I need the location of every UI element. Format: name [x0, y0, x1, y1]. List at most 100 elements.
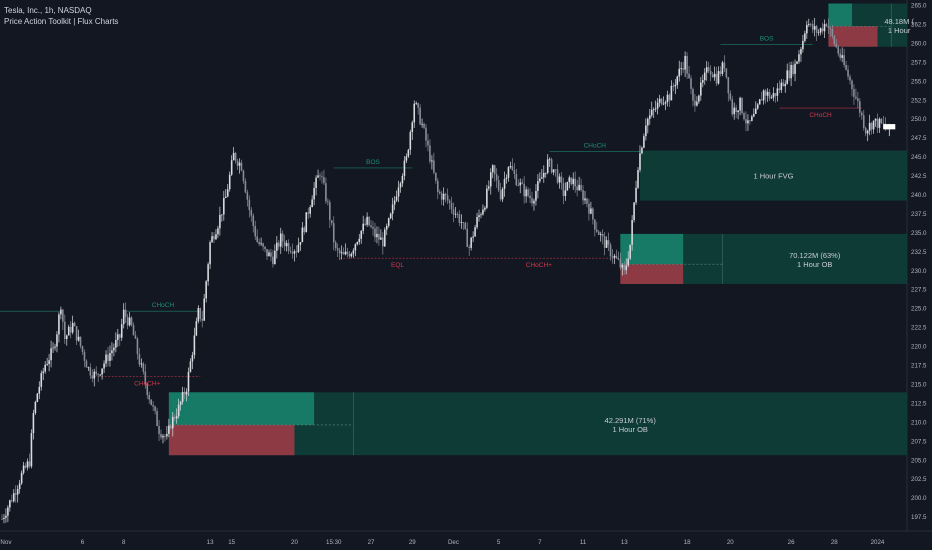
candle-body [154, 406, 156, 411]
candle-body [882, 123, 885, 124]
candle-body [156, 410, 158, 426]
candle-body [325, 183, 327, 202]
candle-body [435, 172, 437, 181]
candle-body [821, 28, 824, 32]
candle-body [753, 113, 755, 117]
candle-body [458, 214, 461, 223]
candle-body [97, 373, 99, 375]
candle-body [187, 371, 190, 392]
candle-body [5, 515, 7, 518]
candle-body [407, 149, 410, 157]
candle-body [427, 140, 429, 146]
candle-body [26, 461, 29, 468]
candle-body [191, 354, 194, 362]
candle-body [841, 55, 843, 58]
candle-body [539, 178, 541, 182]
candle-body [419, 107, 421, 125]
candle-body [295, 251, 298, 253]
candle-body [315, 177, 317, 189]
candle-body [721, 62, 724, 74]
zones-layer [168, 3, 908, 456]
ob-label: 1 Hour [888, 26, 911, 35]
candle-body [592, 208, 594, 220]
candle-body [195, 321, 198, 336]
candle-body [652, 109, 655, 111]
candle-body [248, 199, 251, 211]
time-tick-label: Dec [448, 539, 459, 546]
time-tick-label: 5 [497, 539, 501, 546]
candle-body [450, 202, 453, 210]
candle-body [817, 32, 820, 34]
candle-body [709, 70, 712, 75]
candle-body [380, 237, 382, 240]
candle-body [578, 184, 580, 191]
time-axis: Nov 6 8 13 15 20 15:30 27 29 Dec 5 7 11 13 18 20 26 28 202… [0, 539, 885, 546]
candle-body [146, 383, 149, 396]
candle-body [305, 212, 308, 233]
price-tick-label: 225.0 [911, 306, 927, 313]
price-tick-label: 240.0 [911, 192, 927, 199]
candle-body [181, 392, 184, 402]
candle-body [495, 174, 498, 181]
candle-body [562, 182, 565, 196]
candle-body [126, 317, 129, 326]
candle-body [515, 173, 518, 186]
candle-body [733, 107, 735, 115]
price-tick-label: 197.5 [911, 514, 927, 521]
candle-body [676, 76, 679, 85]
candle-body [205, 281, 207, 299]
candle-body [140, 363, 143, 365]
candle-body [374, 228, 376, 238]
candle-body [493, 165, 496, 175]
candle-body [745, 119, 747, 124]
candle-body [521, 182, 523, 184]
candle-body [297, 244, 300, 253]
candle-body [864, 127, 867, 134]
candle-body [786, 70, 788, 84]
candle-body [58, 314, 60, 335]
time-tick-label: 18 [684, 539, 691, 546]
candle-body [601, 234, 604, 237]
price-tick-label: 250.0 [911, 116, 927, 123]
candle-body [170, 425, 172, 429]
candle-body [95, 371, 98, 374]
candle-body [438, 192, 441, 194]
candle-body [460, 222, 463, 223]
candle-body [558, 176, 561, 183]
price-tick-label: 265.0 [911, 3, 927, 10]
candle-body [503, 179, 506, 189]
candle-body [9, 500, 11, 508]
candle-body [507, 167, 510, 178]
price-tick-label: 230.0 [911, 268, 927, 275]
price-tick-label: 227.5 [911, 287, 927, 294]
candle-body [782, 82, 785, 87]
candle-body [228, 174, 231, 190]
candle-body [330, 220, 333, 224]
candle-body [837, 47, 840, 54]
candle-body [729, 93, 732, 100]
candle-body [197, 308, 200, 322]
choch-label: EQL [391, 262, 404, 269]
candle-body [692, 88, 694, 101]
candle-body [584, 198, 586, 201]
candle-body [219, 214, 221, 229]
candle-body [566, 181, 569, 191]
candle-body [393, 200, 396, 205]
candle-body [287, 243, 290, 251]
candle-body [574, 178, 576, 187]
candle-body [79, 336, 82, 347]
price-tick-label: 205.0 [911, 457, 927, 464]
candle-body [537, 181, 539, 191]
candle-body [244, 181, 247, 193]
candle-body [130, 317, 133, 325]
candle-body [806, 24, 808, 34]
candle-body [44, 364, 46, 372]
candle-body [823, 24, 826, 32]
candle-body [603, 236, 606, 248]
candle-body [798, 54, 800, 62]
candle-body [448, 200, 451, 203]
price-axis: 197.5 200.0 202.5 205.0 207.5 210.0 212.5 215.0… [911, 3, 927, 522]
bos-label: BOS [760, 35, 774, 42]
candle-body [811, 24, 814, 30]
